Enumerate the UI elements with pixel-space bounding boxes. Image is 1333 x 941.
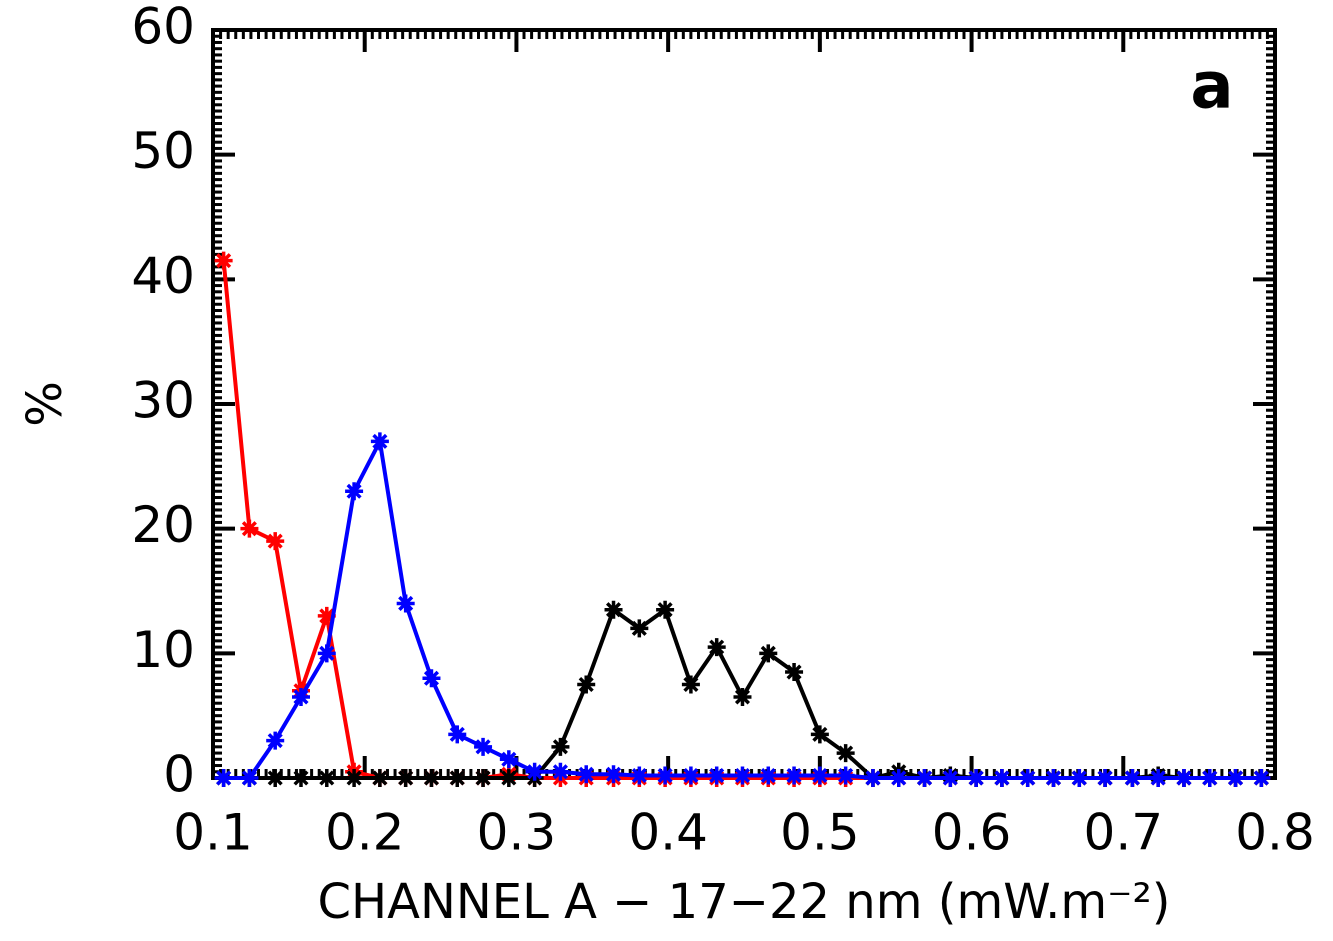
marker <box>733 687 752 706</box>
marker <box>1226 769 1245 787</box>
marker <box>551 762 570 781</box>
y-tick-label: 20 <box>131 496 195 554</box>
marker <box>1174 769 1193 787</box>
y-tick-label: 30 <box>131 372 195 430</box>
y-axis-label: % <box>17 381 73 427</box>
marker <box>577 765 596 784</box>
x-tick-label: 0.8 <box>1235 804 1315 862</box>
series <box>214 251 1271 787</box>
y-tick-label: 50 <box>131 122 195 180</box>
panel-label: a <box>1190 50 1233 124</box>
marker <box>448 725 467 744</box>
marker <box>317 769 336 787</box>
y-tick-label: 0 <box>163 746 195 804</box>
marker <box>915 769 934 787</box>
marker <box>240 769 259 787</box>
marker <box>941 769 960 787</box>
plot-frame <box>211 28 1277 780</box>
marker <box>707 766 726 785</box>
marker <box>1123 769 1142 787</box>
marker <box>422 669 441 688</box>
marker <box>836 766 855 785</box>
marker <box>317 606 336 625</box>
marker <box>240 519 259 538</box>
marker <box>863 769 882 787</box>
marker <box>214 769 233 787</box>
series <box>214 600 1271 787</box>
marker <box>396 594 415 613</box>
marker <box>266 731 285 750</box>
marker <box>810 766 829 785</box>
marker <box>707 638 726 657</box>
marker <box>759 766 778 785</box>
marker <box>474 769 493 787</box>
marker <box>291 687 310 706</box>
marker <box>630 766 649 785</box>
marker <box>317 644 336 663</box>
x-tick-label: 0.2 <box>325 804 405 862</box>
marker <box>1070 769 1089 787</box>
marker <box>810 725 829 744</box>
marker <box>1149 769 1168 787</box>
y-tick-label: 60 <box>131 0 195 56</box>
x-tick-label: 0.7 <box>1084 804 1164 862</box>
marker <box>1252 769 1271 787</box>
marker <box>396 769 415 787</box>
marker <box>448 769 467 787</box>
x-tick-label: 0.6 <box>932 804 1012 862</box>
y-tick-label: 40 <box>131 247 195 305</box>
marker <box>836 744 855 763</box>
x-tick-label: 0.4 <box>628 804 708 862</box>
marker <box>889 769 908 787</box>
marker <box>604 600 623 619</box>
marker <box>1096 769 1115 787</box>
marker <box>499 769 518 787</box>
x-axis-label: CHANNEL A − 17−22 nm (mW.m⁻²) <box>318 874 1171 930</box>
marker <box>291 769 310 787</box>
marker <box>345 482 364 501</box>
marker <box>577 675 596 694</box>
marker <box>266 769 285 787</box>
marker <box>499 750 518 769</box>
marker <box>1200 769 1219 787</box>
marker <box>733 766 752 785</box>
series <box>214 432 1271 787</box>
marker <box>1018 769 1037 787</box>
marker <box>656 766 675 785</box>
x-tick-label: 0.1 <box>173 804 253 862</box>
x-tick-label: 0.5 <box>780 804 860 862</box>
marker <box>759 644 778 663</box>
marker <box>370 769 389 787</box>
x-tick-label: 0.3 <box>477 804 557 862</box>
series-line <box>223 439 1262 780</box>
marker <box>474 737 493 756</box>
marker <box>967 769 986 787</box>
marker <box>551 737 570 756</box>
marker <box>345 769 364 787</box>
marker <box>656 600 675 619</box>
y-tick-label: 10 <box>131 621 195 679</box>
marker <box>681 766 700 785</box>
marker <box>422 769 441 787</box>
marker <box>214 251 233 270</box>
marker <box>266 532 285 551</box>
marker <box>992 769 1011 787</box>
marker <box>785 766 804 785</box>
marker <box>1044 769 1063 787</box>
marker <box>370 432 389 451</box>
marker <box>785 663 804 682</box>
marker <box>604 765 623 784</box>
marker <box>525 762 544 781</box>
marker <box>630 619 649 638</box>
marker <box>681 675 700 694</box>
